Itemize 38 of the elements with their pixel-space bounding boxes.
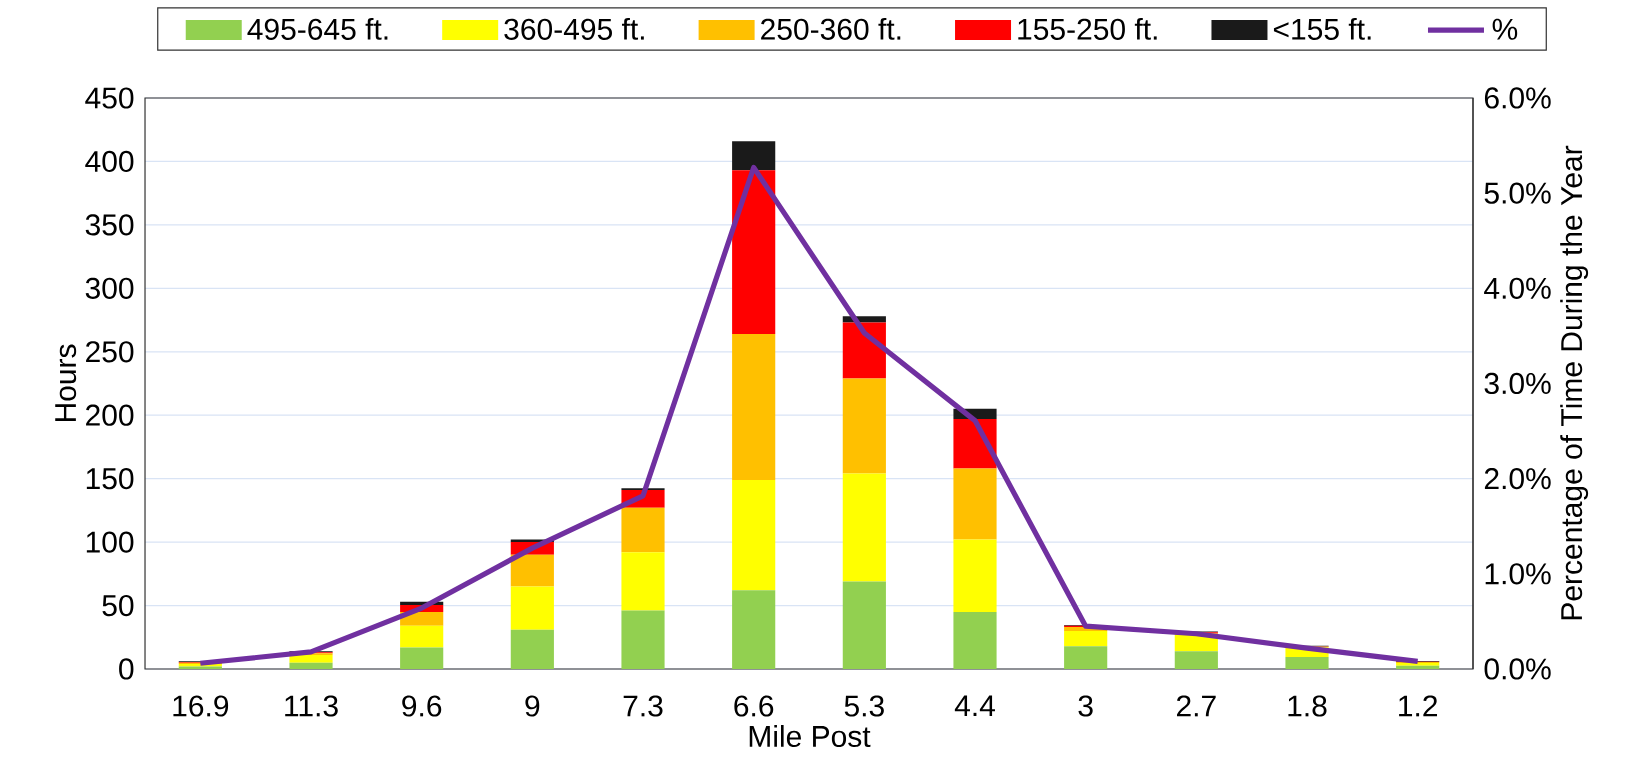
legend-label: % [1492, 18, 1518, 40]
y2-tick-label: 4.0% [1484, 277, 1551, 299]
legend-label: 250-360 ft. [761, 17, 901, 40]
x-tick-label: 9 [525, 695, 540, 717]
y-tick-label: 200 [86, 404, 134, 426]
legend-label: 495-645 ft. [247, 17, 388, 40]
y-tick-label: 300 [85, 277, 134, 299]
y2-tick-label: 2.0% [1484, 468, 1551, 490]
y-tick-label: 0 [119, 658, 134, 680]
x-tick-label: 11.3 [285, 695, 338, 717]
legend-label: <155 ft. [1273, 17, 1371, 40]
y-tick-label: 150 [86, 468, 134, 490]
legend-label: 360-495 ft. [504, 17, 644, 40]
y2-tick-label: 1.0% [1485, 563, 1551, 585]
x-tick-label: 2.7 [1176, 695, 1216, 717]
y2-tick-label: 5.0% [1484, 182, 1551, 204]
x-tick-label: 16.9 [173, 695, 229, 717]
y2-tick-label: 3.0% [1484, 372, 1551, 395]
y2-tick-label: 6.0% [1484, 87, 1551, 109]
x-axis-title: Mile Post [749, 725, 871, 748]
x-tick-label: 5.3 [844, 695, 884, 717]
x-tick-label: 7.3 [623, 695, 663, 717]
x-tick-label: 4.4 [954, 695, 995, 717]
y-tick-label: 100 [86, 531, 134, 553]
y2-tick-label: 0.0% [1484, 658, 1551, 680]
y-tick-label: 350 [85, 214, 134, 236]
y-axis-title: Hours [55, 344, 77, 422]
y-tick-label: 50 [102, 594, 134, 617]
y-tick-label: 450 [85, 87, 134, 109]
x-tick-label: 9.6 [402, 695, 442, 717]
y-tick-label: 250 [86, 341, 134, 363]
legend-label: 155-250 ft. [1018, 17, 1157, 40]
x-tick-label: 6.6 [734, 695, 774, 717]
x-tick-label: 1.8 [1288, 695, 1327, 717]
y2-axis-title: Percentage of Time During the Year [1560, 145, 1589, 620]
y-tick-label: 400 [85, 150, 134, 173]
x-tick-label: 1.2 [1399, 695, 1438, 717]
x-tick-label: 3 [1078, 695, 1093, 717]
